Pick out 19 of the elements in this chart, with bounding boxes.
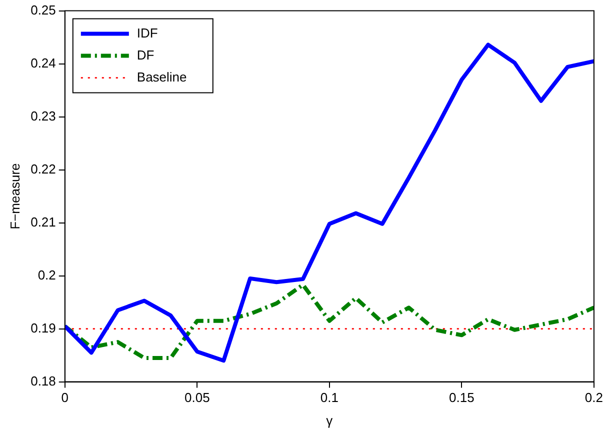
y-tick-label: 0.24 [30,55,56,70]
legend-label: DF [136,47,154,62]
legend-label: IDF [136,25,158,40]
y-tick-label: 0.23 [30,108,56,124]
y-tick-label: 0.21 [30,214,56,230]
x-axis-title: γ [326,412,334,428]
y-axis-title: F−measure [7,163,22,230]
y-tick-label: 0.2 [38,267,56,282]
y-tick-label: 0.25 [30,2,56,18]
x-tick-label: 0 [61,390,69,406]
legend-label: Baseline [136,69,187,84]
y-tick-label: 0.18 [30,373,56,388]
x-tick-label: 0.2 [584,390,604,406]
y-tick-label: 0.22 [30,161,56,176]
y-tick-label: 0.19 [30,320,56,336]
x-tick-label: 0.1 [320,390,338,406]
x-tick-label: 0.15 [449,390,474,406]
x-tick-label: 0.05 [184,390,210,406]
line-series [64,282,594,360]
